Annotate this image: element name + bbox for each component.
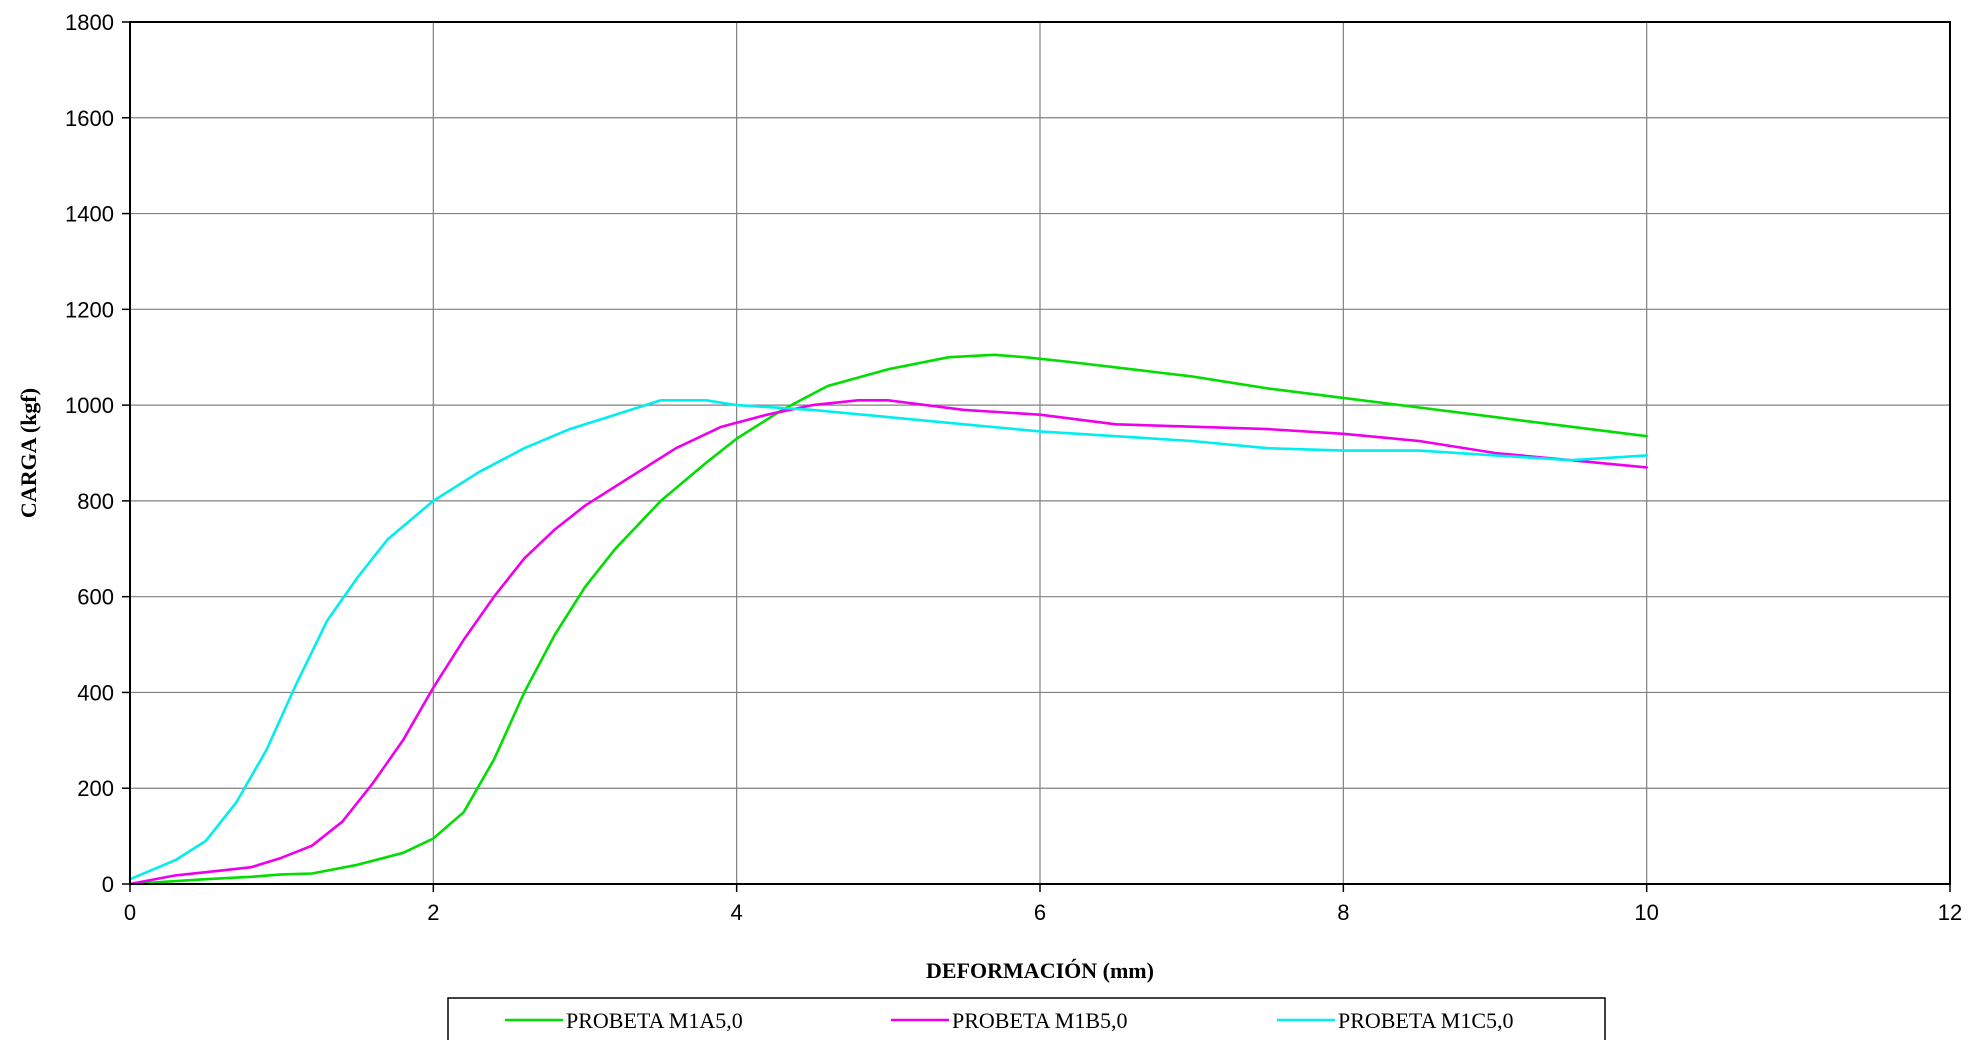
legend-label-m1c: PROBETA M1C5,0 xyxy=(1338,1008,1514,1033)
y-axis-title: CARGA (kgf) xyxy=(16,388,41,518)
series-line-3 xyxy=(128,398,1648,881)
legend-box xyxy=(447,997,1606,1040)
y-tick-label: 1200 xyxy=(65,297,114,322)
x-tick-label: 6 xyxy=(1034,900,1046,925)
y-tick-label: 800 xyxy=(77,489,114,514)
y-tick-label: 0 xyxy=(102,872,114,897)
series-lines xyxy=(128,353,1648,886)
y-tick-label: 400 xyxy=(77,680,114,705)
x-axis-title: DEFORMACIÓN (mm) xyxy=(926,958,1154,983)
legend: PROBETA M1A5,0 PROBETA M1B5,0 PROBETA M1… xyxy=(447,997,1606,1040)
y-tick-label: 600 xyxy=(77,585,114,610)
y-tick-label: 1400 xyxy=(65,202,114,227)
y-tick-label: 200 xyxy=(77,776,114,801)
x-tick-label: 12 xyxy=(1938,900,1962,925)
x-tick-label: 8 xyxy=(1337,900,1349,925)
x-axis-ticks: 0 2 4 6 8 10 12 xyxy=(124,884,1962,925)
series-line-1 xyxy=(128,353,1648,886)
x-tick-label: 0 xyxy=(124,900,136,925)
x-tick-label: 2 xyxy=(427,900,439,925)
x-tick-label: 10 xyxy=(1634,900,1658,925)
y-tick-label: 1800 xyxy=(65,10,114,35)
legend-label-m1a: PROBETA M1A5,0 xyxy=(566,1008,743,1033)
y-tick-label: 1000 xyxy=(65,393,114,418)
y-axis-ticks: 0 200 400 600 800 1000 1200 1400 1600 1800 xyxy=(65,10,130,897)
series-line-2 xyxy=(128,398,1648,886)
legend-label-m1b: PROBETA M1B5,0 xyxy=(952,1008,1128,1033)
y-tick-label: 1600 xyxy=(65,106,114,131)
x-tick-label: 4 xyxy=(731,900,743,925)
